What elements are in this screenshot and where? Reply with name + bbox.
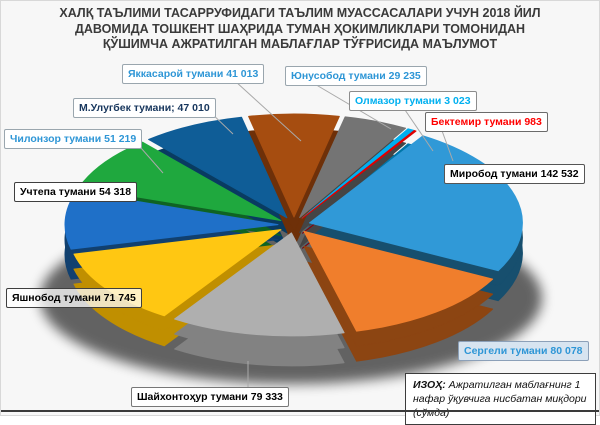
leader-line [402, 106, 434, 152]
label-yunusobod: Юнусобод тумани 29 235 [285, 66, 427, 86]
pie-chart [40, 80, 542, 387]
pie-slice-sergeli [303, 230, 494, 332]
label-bektemir: Бектемир тумани 983 [425, 112, 548, 132]
label-olmazor: Олмазор тумани 3 023 [349, 91, 477, 111]
label-chilonzor: Чилонзор тумани 51 219 [4, 129, 143, 149]
label-yakkasaroy: Яккасарой тумани 41 013 [122, 64, 265, 84]
chart-title-line-1: ХАЛҚ ТАЪЛИМИ ТАСАРРУФИДАГИ ТАЪЛИМ МУАССА… [59, 6, 541, 20]
note-prefix: ИЗОҲ: [413, 379, 446, 391]
pie-slice-shayxontohur [174, 232, 345, 337]
label-yashnobod: Яшнобод тумани 71 745 [6, 288, 142, 308]
note-box: ИЗОҲ: Ажратилган маблағнинг 1 нафар ўқув… [405, 373, 596, 425]
leader-line [234, 80, 302, 142]
pie-slice-yakkasaroy [248, 113, 340, 218]
label-sergeli: Сергели тумани 80 078 [458, 341, 589, 361]
label-mulugbek: М.Улугбек тумани; 47 010 [73, 98, 216, 118]
bottom-rule [1, 410, 599, 412]
leader-line [440, 127, 454, 162]
pie-slice-yunusobod [299, 116, 407, 218]
label-uchtepa: Учтепа тумани 54 318 [14, 182, 138, 202]
chart-title-line-3: ҚЎШИМЧА АЖРАТИЛГАН МАБЛАҒЛАР ТЎҒРИСИДА М… [102, 37, 498, 51]
label-shayxontohur: Шайхонтоҳур тумани 79 333 [131, 387, 289, 407]
label-mirobod: Миробод тумани 142 532 [444, 164, 585, 184]
pie-slice-bektemir [302, 130, 417, 219]
chart-title: ХАЛҚ ТАЪЛИМИ ТАСАРРУФИДАГИ ТАЪЛИМ МУАССА… [1, 6, 599, 53]
chart-title-line-2: ДАВОМИДА ТОШКЕНТ ШАҲРИДА ТУМАН ҲОКИМЛИКЛ… [74, 21, 526, 36]
pie-slice-mulugbek [148, 116, 288, 219]
